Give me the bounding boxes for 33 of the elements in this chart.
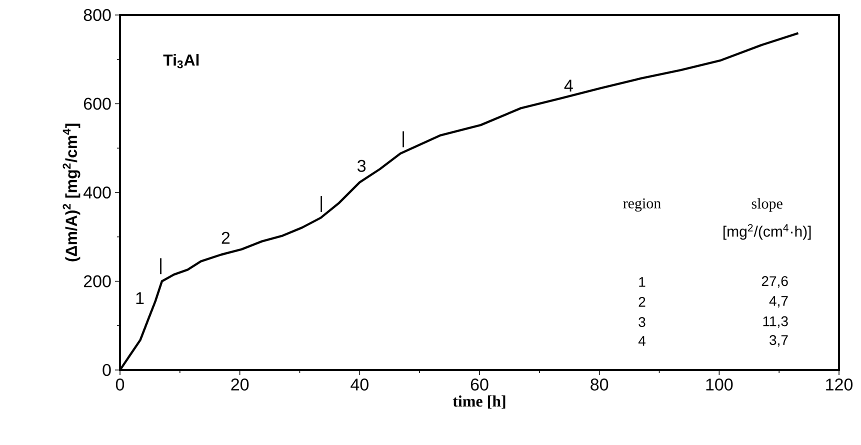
annotation: 1 xyxy=(639,277,646,287)
annotation: 3,7 xyxy=(770,335,788,347)
y-tick-label: 400 xyxy=(84,186,111,199)
y-tick-label: 600 xyxy=(84,98,111,110)
annotation: [mg$^{2}$/(cm$^{4}$·h)] xyxy=(723,224,811,240)
x-tick-label: 0 xyxy=(116,378,124,391)
y-tick-label: 200 xyxy=(84,275,111,288)
annotation: 4 xyxy=(564,80,573,92)
x-tick-label: 100 xyxy=(706,378,733,391)
annotation: slope xyxy=(752,198,782,212)
y-tick-label: 800 xyxy=(84,8,111,22)
annotation: 3 xyxy=(638,317,646,328)
x-tick-label: 60 xyxy=(470,378,488,391)
annotation: 27,6 xyxy=(762,276,788,288)
text: Ti$_{3}$Al xyxy=(163,54,199,68)
annotation: 3 xyxy=(358,160,366,172)
annotation: | xyxy=(402,131,404,148)
x-tick-label: 20 xyxy=(231,378,249,391)
x-axis-title: time [h] xyxy=(452,395,506,409)
x-tick-label: 80 xyxy=(590,378,608,391)
x-tick-label: 120 xyxy=(826,378,853,391)
y-tick-label: 0 xyxy=(102,364,111,376)
annotation: | xyxy=(160,258,162,274)
annotation: | xyxy=(320,196,322,212)
annotation: 2 xyxy=(222,232,230,244)
annotation: region xyxy=(623,198,661,212)
y-axis-title: (Δm/A)$^{2}$ [mg$^{2}$/cm$^{4}$] xyxy=(62,124,80,262)
annotation: 4 xyxy=(638,336,646,346)
annotation: 1 xyxy=(136,292,144,304)
annotation: 4,7 xyxy=(769,296,788,308)
x-tick-label: 40 xyxy=(350,378,368,391)
annotation: 2 xyxy=(638,296,646,307)
annotation: 11,3 xyxy=(763,316,788,328)
